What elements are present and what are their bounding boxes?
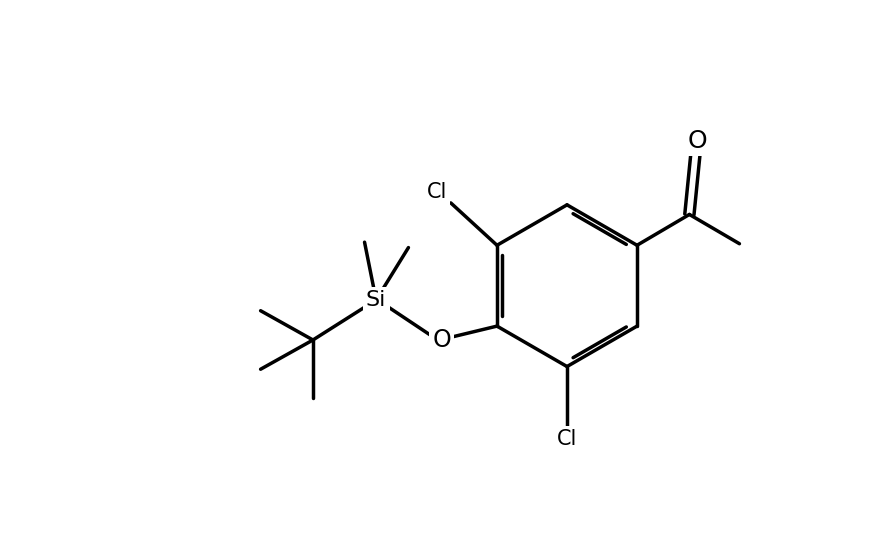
Text: Si: Si: [366, 290, 386, 310]
Text: Cl: Cl: [427, 182, 447, 202]
Text: Cl: Cl: [557, 429, 577, 449]
Text: O: O: [432, 328, 451, 352]
Text: O: O: [687, 129, 707, 152]
